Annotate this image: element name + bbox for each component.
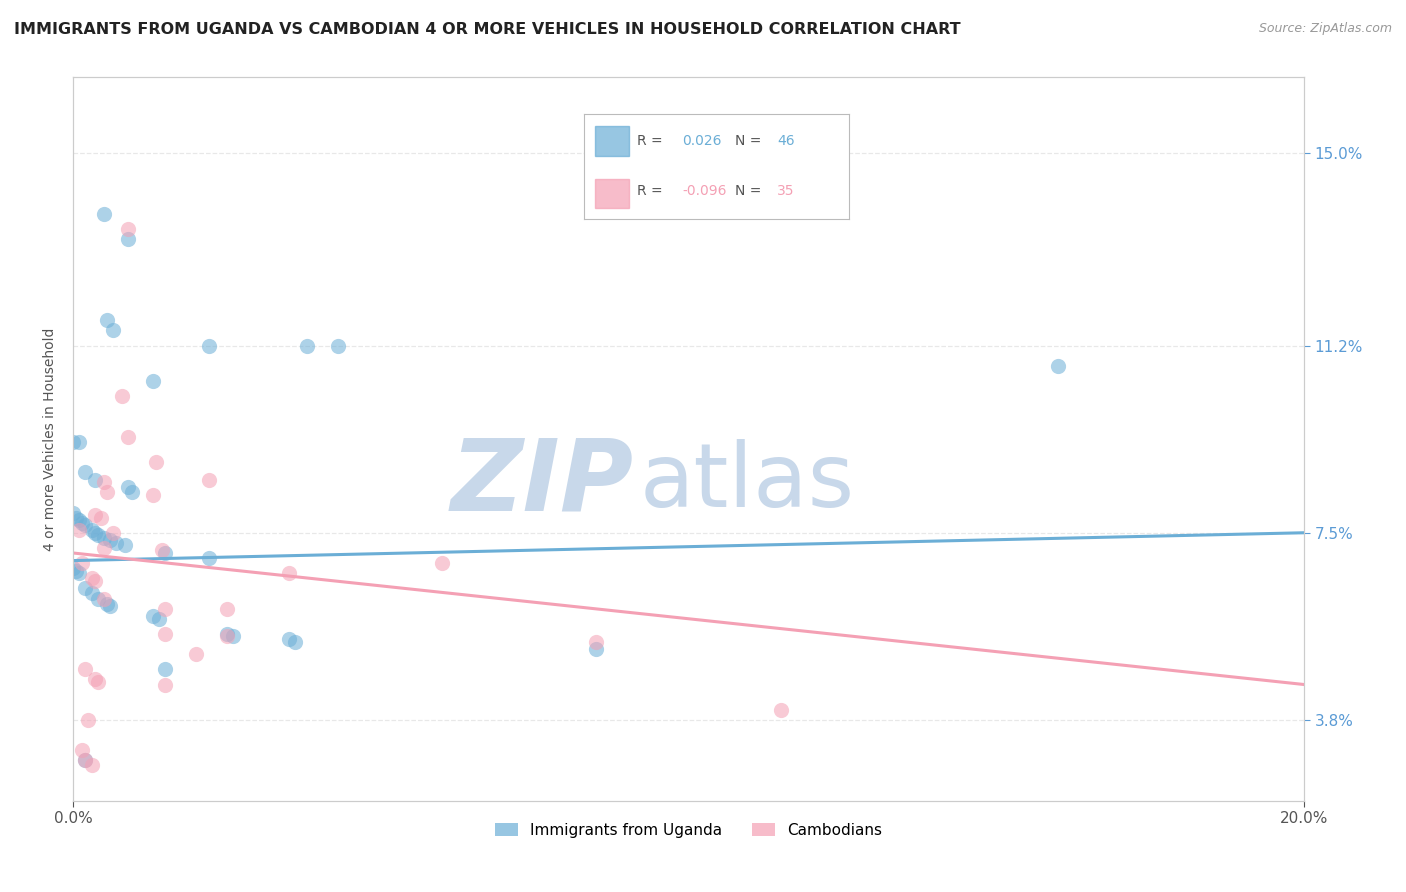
Point: [585, 634, 607, 648]
Text: Source: ZipAtlas.com: Source: ZipAtlas.com: [1258, 22, 1392, 36]
Point: [197, 473, 219, 487]
Point: [215, 630, 238, 644]
Point: [75, 518, 97, 533]
Point: [75, 582, 97, 596]
Point: [90, 510, 112, 524]
Point: [75, 465, 97, 479]
Text: atlas: atlas: [640, 439, 855, 526]
Point: [295, 338, 318, 352]
Point: [65, 510, 87, 524]
Text: IMMIGRANTS FROM UGANDA VS CAMBODIAN 4 OR MORE VEHICLES IN HOUSEHOLD CORRELATION : IMMIGRANTS FROM UGANDA VS CAMBODIAN 4 OR…: [14, 22, 960, 37]
Point: [75, 753, 97, 767]
Point: [75, 662, 97, 676]
Point: [83, 574, 105, 588]
Point: [80, 586, 103, 600]
Point: [93, 591, 115, 606]
Point: [98, 599, 121, 613]
Point: [142, 374, 165, 388]
Point: [72, 743, 94, 757]
Point: [93, 541, 115, 555]
Point: [284, 634, 307, 648]
Point: [96, 485, 118, 500]
Point: [80, 758, 103, 772]
Point: [101, 323, 124, 337]
Point: [83, 508, 105, 522]
Point: [148, 612, 170, 626]
Point: [93, 475, 115, 490]
Point: [72, 556, 94, 570]
Point: [83, 673, 105, 687]
Point: [93, 207, 115, 221]
Point: [62, 506, 84, 520]
Point: [98, 533, 121, 548]
Point: [585, 642, 607, 657]
Point: [62, 561, 84, 575]
Point: [117, 222, 139, 236]
Point: [72, 516, 94, 530]
Point: [86, 591, 108, 606]
Point: [155, 601, 177, 615]
Point: [277, 566, 299, 581]
Point: [121, 485, 143, 500]
Point: [105, 536, 128, 550]
Point: [215, 627, 238, 641]
Point: [83, 525, 105, 540]
Point: [197, 551, 219, 566]
Point: [432, 556, 454, 570]
Point: [277, 632, 299, 646]
Point: [155, 627, 177, 641]
Point: [215, 601, 238, 615]
Point: [75, 753, 97, 767]
Point: [142, 609, 165, 624]
Y-axis label: 4 or more Vehicles in Household: 4 or more Vehicles in Household: [44, 327, 58, 551]
Point: [222, 630, 245, 644]
Point: [117, 480, 139, 494]
Point: [96, 313, 118, 327]
Point: [93, 531, 115, 545]
Point: [197, 338, 219, 352]
Point: [67, 513, 90, 527]
Point: [150, 543, 173, 558]
Point: [155, 662, 177, 676]
Point: [769, 703, 792, 717]
Point: [117, 429, 139, 443]
Point: [142, 488, 165, 502]
Point: [67, 566, 90, 581]
Point: [186, 647, 208, 661]
Point: [80, 523, 103, 537]
Point: [67, 523, 90, 537]
Text: ZIP: ZIP: [450, 434, 633, 531]
Point: [65, 564, 87, 578]
Point: [96, 597, 118, 611]
Point: [80, 571, 103, 585]
Point: [155, 677, 177, 691]
Point: [114, 538, 136, 552]
Point: [1046, 359, 1069, 373]
Legend: Immigrants from Uganda, Cambodians: Immigrants from Uganda, Cambodians: [488, 816, 889, 844]
Point: [145, 455, 167, 469]
Point: [117, 232, 139, 246]
Point: [62, 434, 84, 449]
Point: [77, 713, 100, 727]
Point: [86, 675, 108, 690]
Point: [67, 434, 90, 449]
Point: [101, 525, 124, 540]
Point: [155, 546, 177, 560]
Point: [86, 528, 108, 542]
Point: [326, 338, 349, 352]
Point: [83, 473, 105, 487]
Point: [111, 389, 134, 403]
